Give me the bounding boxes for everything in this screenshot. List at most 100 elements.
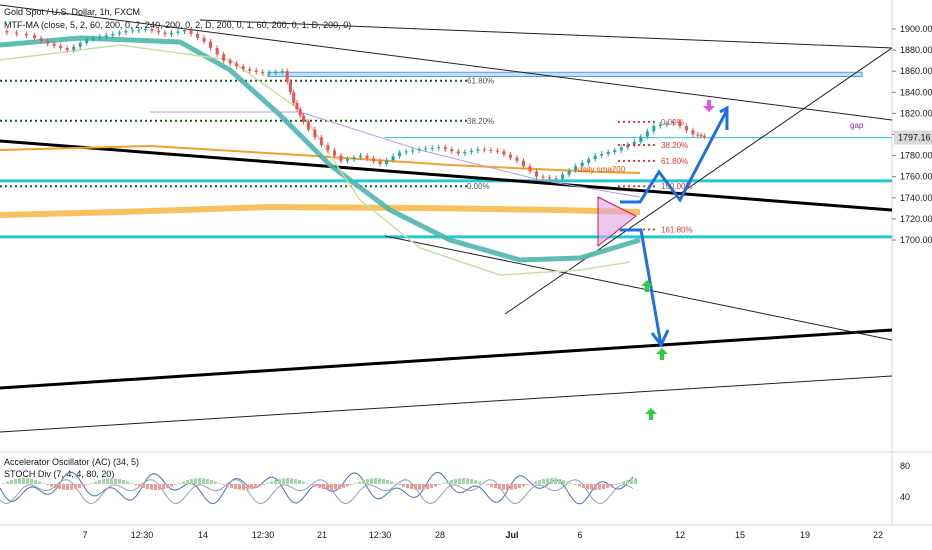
ac-histogram-bar (290, 478, 293, 484)
ac-histogram-bar (582, 484, 585, 489)
sma200-line (0, 144, 641, 174)
candle-body (65, 47, 69, 51)
ac-histogram-bar (298, 480, 301, 484)
x-tick-label: 12:30 (252, 530, 275, 540)
ac-histogram-bar (382, 478, 385, 484)
rising-trendline (504, 47, 893, 315)
candle-body (626, 144, 630, 148)
candle-body (398, 152, 402, 157)
candle-body (359, 155, 363, 158)
ac-histogram-bar (346, 484, 349, 487)
x-tick-label: 22 (873, 530, 883, 540)
candle-body (606, 152, 610, 154)
fib-label: 0.00% (467, 182, 490, 191)
ac-histogram-bar (438, 484, 441, 485)
ac-histogram-bar (410, 484, 413, 490)
ac-histogram-bar (374, 478, 377, 484)
ac-histogram-bar (142, 484, 145, 488)
ac-histogram-bar (490, 484, 493, 487)
ac-histogram-bar (526, 484, 529, 485)
ac-histogram-bar (34, 480, 37, 484)
ac-histogram-bar (242, 484, 245, 490)
y-tick-label: 1780.00 (900, 151, 932, 161)
ac-histogram-bar (110, 478, 113, 484)
ac-histogram-bar (478, 481, 481, 484)
ac-histogram-bar (162, 484, 165, 490)
fib-red-label: 0.00% (661, 118, 684, 127)
candle-body (561, 174, 565, 179)
candle-body (645, 131, 649, 137)
ac-histogram-bar (274, 480, 277, 484)
candle-body (209, 41, 213, 48)
ac-histogram-bar (250, 484, 253, 490)
trendline-lower-black (0, 328, 893, 390)
ac-histogram-bar (538, 480, 541, 484)
ac-histogram-bar (154, 484, 157, 490)
ac-histogram-bar (266, 483, 269, 484)
ac-histogram-bar (78, 484, 81, 488)
candle-body (215, 47, 219, 55)
candle-body (652, 126, 656, 132)
candle-body (85, 39, 89, 44)
candle-body (228, 60, 232, 64)
ac-histogram-bar (170, 484, 173, 487)
candle-body (130, 30, 134, 32)
ac-histogram-bar (430, 484, 433, 488)
candle-body (339, 155, 343, 161)
ac-histogram-bar (398, 484, 401, 485)
candle-body (541, 176, 545, 178)
x-tick-label: 7 (82, 530, 87, 540)
ac-histogram-bar (66, 484, 69, 490)
oscillator-y-tick: 40 (900, 492, 910, 502)
x-tick-label: 12:30 (131, 530, 154, 540)
candle-body (156, 30, 160, 33)
chart-title: Gold Spot / U.S. Dollar, 1h, FXCM (4, 7, 141, 17)
y-tick-label: 1860.00 (900, 66, 932, 76)
x-tick-label: 12:30 (369, 530, 392, 540)
purple-ma-line (150, 111, 641, 198)
ac-histogram-bar (378, 478, 381, 484)
green-up-arrow (645, 408, 657, 420)
candle-body (678, 121, 682, 127)
ac-histogram-bar (150, 484, 153, 490)
ac-histogram-bar (218, 483, 221, 484)
candle-body (600, 153, 604, 156)
trendline-lower-thin (0, 375, 893, 433)
x-tick-label: 12 (675, 530, 685, 540)
ac-histogram-bar (70, 484, 73, 490)
candle-body (104, 35, 108, 37)
ac-histogram-bar (318, 484, 321, 488)
ac-histogram-bar (26, 478, 29, 484)
ac-histogram-bar (342, 484, 345, 488)
x-tick-label: 28 (435, 530, 445, 540)
ac-histogram-bar (174, 484, 177, 485)
y-tick-label: 1720.00 (900, 214, 932, 224)
ac-histogram-bar (442, 483, 445, 484)
candle-body (91, 38, 95, 40)
ac-histogram-bar (550, 478, 553, 484)
candle-body (665, 123, 669, 125)
ac-histogram-bar (2, 483, 5, 484)
fib-label: 38.20% (467, 117, 494, 126)
ac-histogram-bar (94, 481, 97, 484)
candle-body (267, 72, 271, 74)
y-tick-label: 1820.00 (900, 108, 932, 118)
ac-histogram-bar (354, 483, 357, 484)
ac-histogram-bar (322, 484, 325, 490)
candle-body (385, 160, 389, 165)
candle-body (137, 29, 141, 31)
ac-histogram-bar (534, 481, 537, 484)
fib-red-label: 61.80% (661, 157, 688, 166)
candle-body (345, 159, 349, 161)
ac-histogram-bar (366, 478, 369, 484)
gap-zone (267, 71, 863, 77)
ac-histogram-bar (406, 484, 409, 488)
y-tick-label: 1700.00 (900, 235, 932, 245)
ac-histogram-bar (334, 484, 337, 490)
candle-body (274, 71, 278, 73)
ac-histogram-bar (118, 478, 121, 484)
ac-histogram-bar (506, 484, 509, 490)
ac-histogram-bar (86, 484, 89, 485)
ac-histogram-bar (330, 484, 333, 490)
